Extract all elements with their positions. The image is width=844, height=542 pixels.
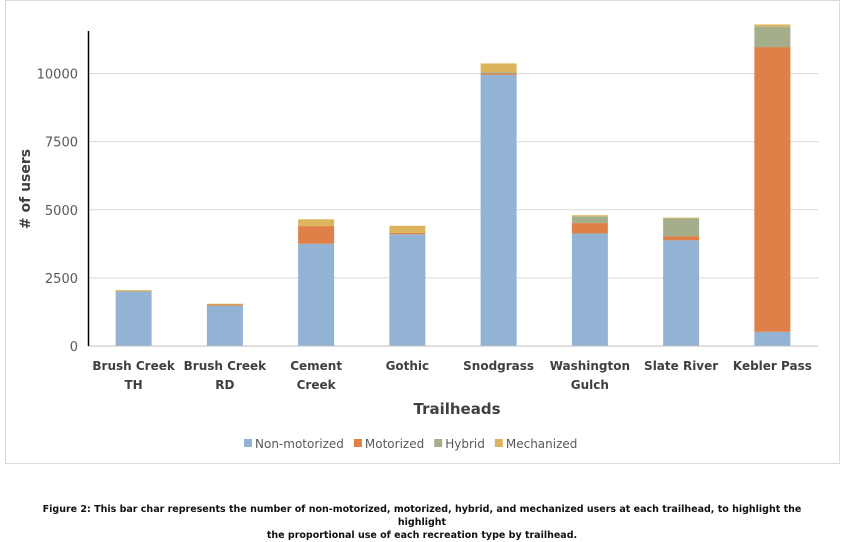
legend-swatch-hybrid <box>434 439 443 447</box>
bar-segment-motorized <box>298 226 335 244</box>
x-tick-label: Gulch <box>571 378 609 392</box>
bar-segment-mechanized <box>298 219 335 227</box>
legend-label-mechanized: Mechanized <box>506 437 578 451</box>
figure-caption: Figure 2: This bar char represents the n… <box>20 503 824 542</box>
caption-line-2: the proportional use of each recreation … <box>266 530 578 541</box>
x-tick-label: Washington <box>550 359 630 373</box>
stacked-bar-chart: 0 2500 5000 7500 10000 Brush Creek TH Brush Cre… <box>18 24 818 451</box>
bar-segment-mechanized <box>206 303 243 305</box>
x-tick-label: Slate River <box>644 359 718 373</box>
bar-segment-non-motorized <box>115 291 152 346</box>
bar-segment-mechanized <box>480 63 517 73</box>
legend-label-hybrid: Hybrid <box>445 437 485 451</box>
bar-segment-non-motorized <box>754 331 791 346</box>
x-tick-label: Creek <box>297 378 337 392</box>
bar-segment-non-motorized <box>663 240 700 346</box>
y-tick-label: 7500 <box>45 136 78 151</box>
x-tick-label: RD <box>215 378 234 392</box>
bar-segment-mechanized <box>571 215 608 217</box>
x-tick-label: Gothic <box>386 359 430 373</box>
caption-line-1: Figure 2: This bar char represents the n… <box>42 504 802 528</box>
x-tick-label: Brush Creek <box>92 359 175 373</box>
bar-segment-motorized <box>480 73 517 75</box>
bar-segment-mechanized <box>115 290 152 292</box>
bar-segment-hybrid <box>480 72 517 74</box>
x-tick-label: Kebler Pass <box>733 359 812 373</box>
x-tick-label: TH <box>125 378 143 392</box>
bar-segment-hybrid <box>754 26 791 48</box>
y-tick-label: 5000 <box>45 204 78 219</box>
legend-swatch-motorized <box>353 439 362 447</box>
y-axis-title: # of users <box>18 149 34 229</box>
bar-segment-non-motorized <box>389 234 426 346</box>
bar-segment-non-motorized <box>571 233 608 346</box>
bar-segment-motorized <box>571 223 608 234</box>
bar-segment-non-motorized <box>206 305 243 346</box>
bar-segment-hybrid <box>571 216 608 224</box>
bar-segment-motorized <box>754 47 791 332</box>
y-tick-label: 0 <box>70 340 78 355</box>
legend-swatch-non-motorized <box>244 439 252 447</box>
legend-swatch-mechanized <box>494 439 503 447</box>
x-tick-label: Brush Creek <box>184 359 267 373</box>
bar-segment-mechanized <box>663 217 700 219</box>
bar-segment-non-motorized <box>298 243 335 346</box>
bar-segment-motorized <box>389 232 426 235</box>
y-tick-label: 10000 <box>37 68 78 83</box>
bar-segment-mechanized <box>754 24 791 27</box>
bar-segment-motorized <box>206 304 243 306</box>
legend-label-motorized: Motorized <box>365 437 424 451</box>
bar-segment-motorized <box>663 236 700 241</box>
x-tick-label: Snodgrass <box>463 359 534 373</box>
bar-segment-mechanized <box>389 225 426 233</box>
x-tick-label: Cement <box>290 359 342 373</box>
y-tick-label: 2500 <box>45 272 78 287</box>
x-axis-title: Trailheads <box>413 400 500 418</box>
bar-segment-non-motorized <box>480 74 517 347</box>
legend-label-non-motorized: Non-motorized <box>255 437 344 451</box>
chart-frame: 0 2500 5000 7500 10000 Brush Creek TH Brush Cre… <box>5 0 840 464</box>
bar-segment-hybrid <box>663 218 700 237</box>
